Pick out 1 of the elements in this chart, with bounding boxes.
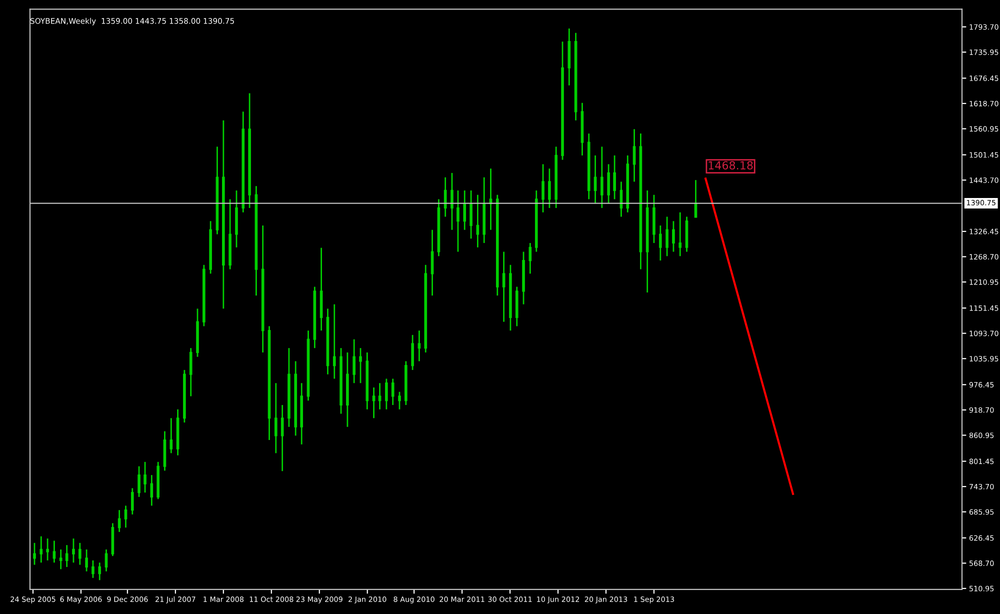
annotation: 1468.18	[708, 161, 753, 170]
